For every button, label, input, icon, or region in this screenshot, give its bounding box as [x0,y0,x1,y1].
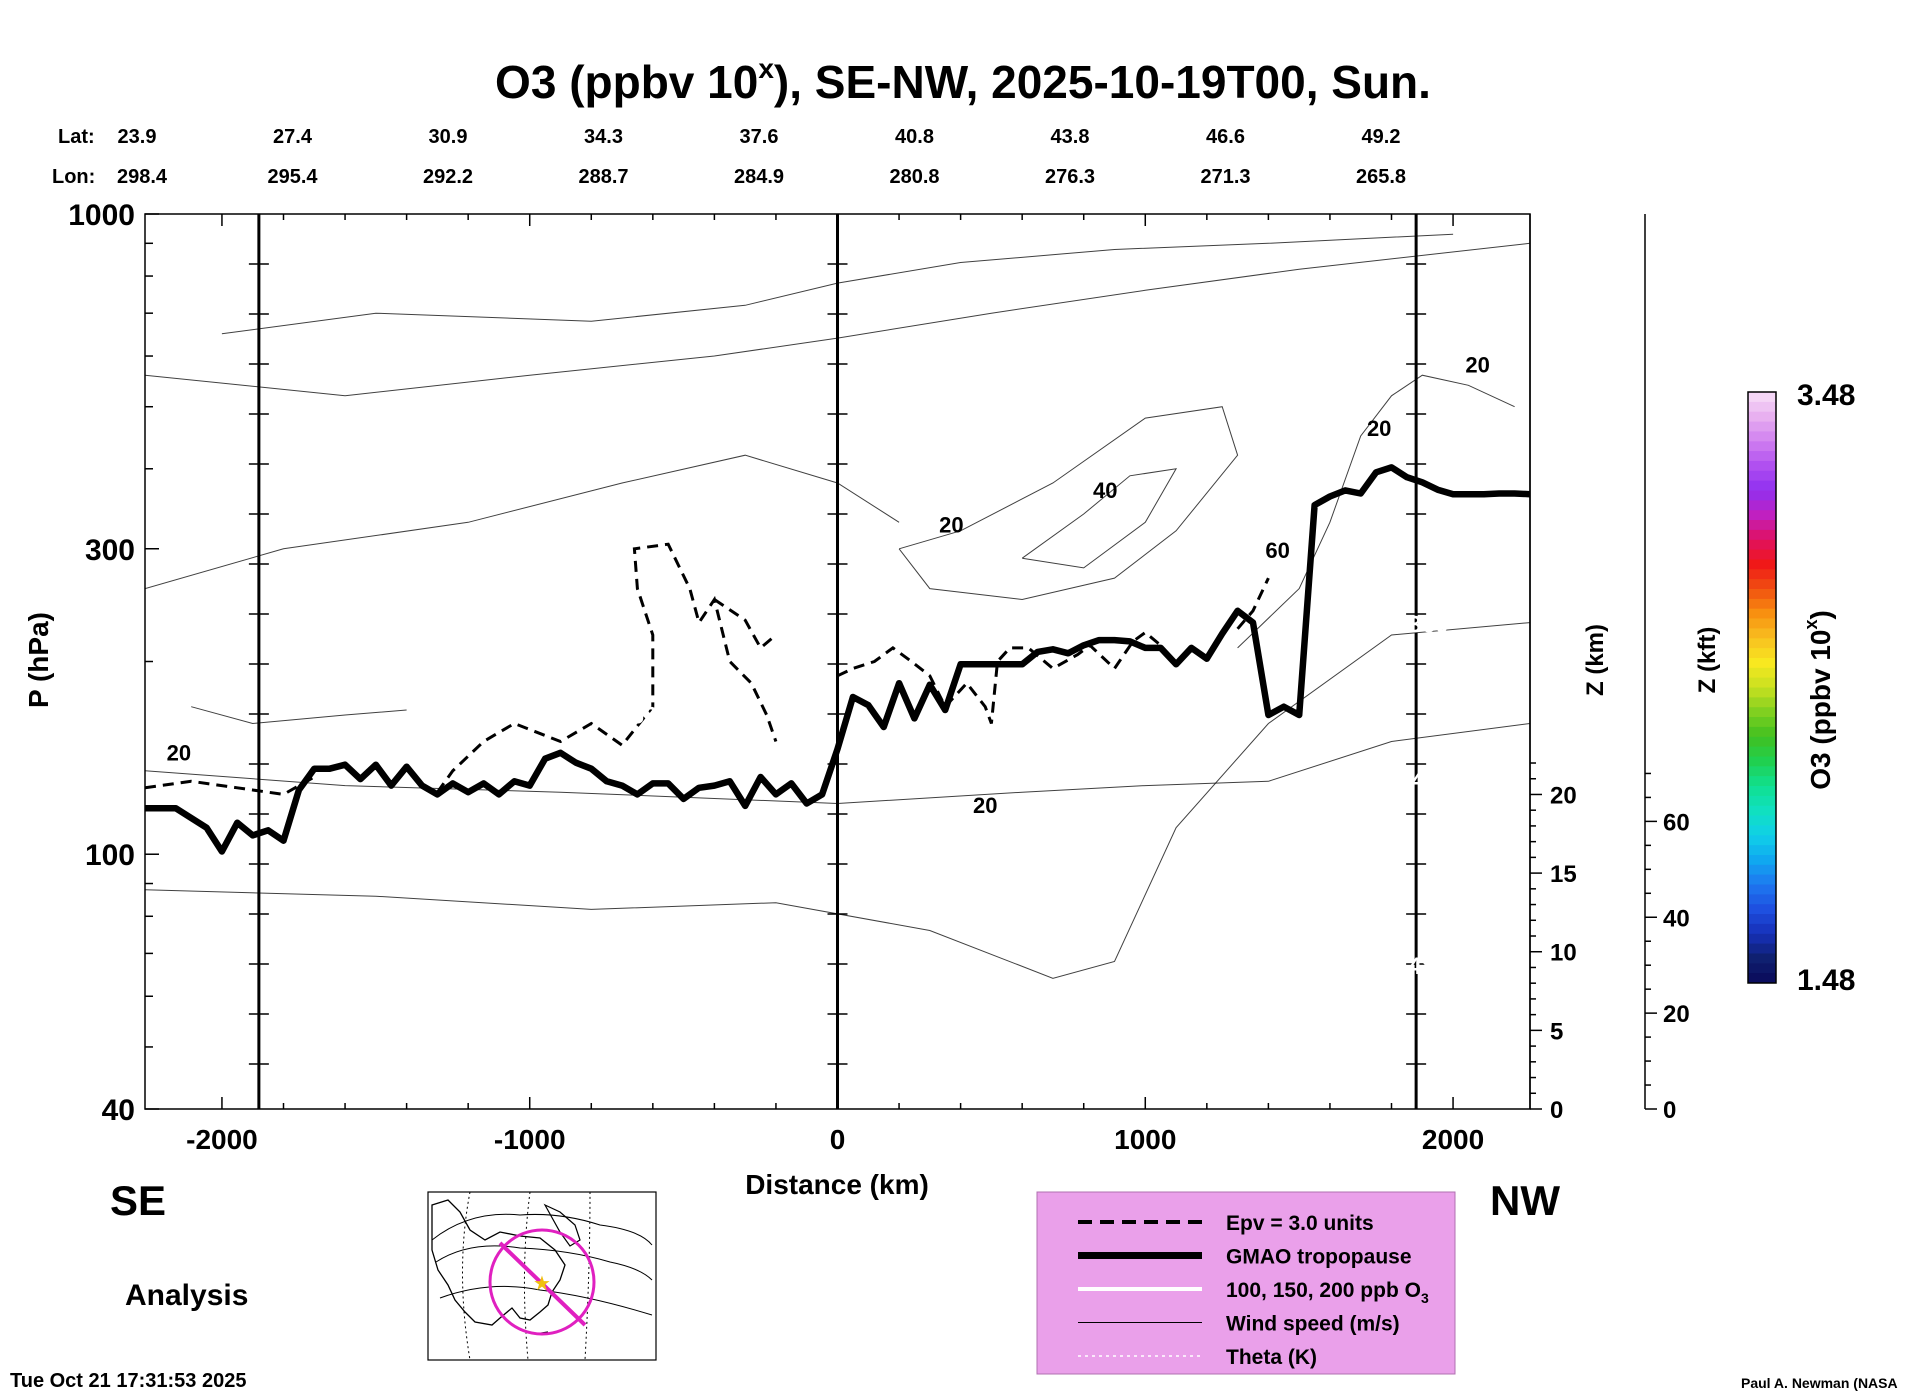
lat-value: 40.8 [895,126,934,148]
lon-value: 284.9 [734,166,784,188]
lon-value: 280.8 [889,166,939,188]
chart-title-main: O3 (ppbv 10 [495,56,758,108]
lon-value: 276.3 [1045,166,1095,188]
lat-value: 23.9 [118,126,157,148]
lat-value: 30.9 [429,126,468,148]
lon-value: 292.2 [423,166,473,188]
lon-label: Lon: [52,166,95,188]
chart-title-rest: ), SE-NW, 2025-10-19T00, Sun. [774,56,1431,108]
latlon-header: Lat: Lon: 23.9 298.4 27.4 295.4 30.9 292.2 34.… [52,126,1406,188]
lat-value: 27.4 [273,126,313,148]
lon-value: 288.7 [578,166,628,188]
lat-value: 34.3 [584,126,623,148]
chart-title-sup: x [758,53,774,84]
lon-value: 298.4 [117,166,168,188]
chart-title: O3 (ppbv 10x), SE-NW, 2025-10-19T00, Sun… [495,53,1431,108]
lon-value: 271.3 [1200,166,1250,188]
lat-value: 43.8 [1051,126,1090,148]
lon-value: 295.4 [267,166,318,188]
lat-label: Lat: [58,126,95,148]
lat-value: 37.6 [740,126,779,148]
lon-value: 265.8 [1356,166,1406,188]
lat-value: 46.6 [1206,126,1245,148]
lat-value: 49.2 [1362,126,1401,148]
